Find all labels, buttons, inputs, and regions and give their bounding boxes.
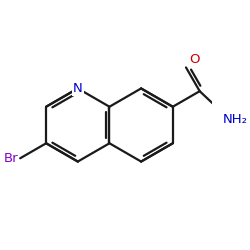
Text: NH₂: NH₂ (223, 113, 248, 126)
Text: O: O (189, 52, 200, 66)
Text: N: N (73, 82, 83, 95)
Text: Br: Br (3, 152, 18, 165)
